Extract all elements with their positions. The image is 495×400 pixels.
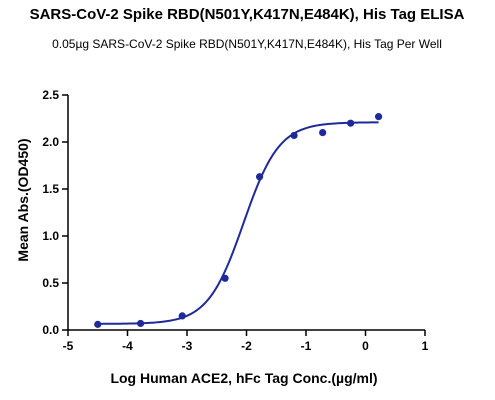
data-point [255,173,264,181]
data-point [221,274,229,282]
x-axis-ticks: -5 -4 -3 -2 -1 0 1 [63,330,429,353]
y-tick-label: 0.5 [42,276,59,290]
data-point [347,119,355,127]
data-point [178,312,186,320]
x-tick-label: -2 [241,339,252,353]
chart-title: SARS-CoV-2 Spike RBD(N501Y,K417N,E484K),… [30,6,465,23]
x-axis-label: Log Human ACE2, hFc Tag Conc.(µg/ml) [110,370,377,386]
y-tick-label: 2.0 [42,135,59,149]
data-point [290,131,298,140]
x-tick-label: 0 [362,339,369,353]
y-tick-label: 2.5 [42,88,59,102]
data-point [374,113,383,121]
chart-subtitle: 0.05µg SARS-CoV-2 Spike RBD(N501Y,K417N,… [52,37,442,51]
x-tick-label: -4 [122,339,133,353]
y-tick-label: 0.0 [42,323,59,337]
y-axis-ticks: 0.0 0.5 1.0 1.5 2.0 2.5 [42,88,68,337]
x-tick-label: 1 [422,339,429,353]
data-point [94,320,102,328]
data-point [319,129,327,137]
fit-curve [97,121,379,325]
y-tick-label: 1.5 [42,182,59,196]
x-tick-label: -1 [301,339,312,353]
plot-area [94,113,383,328]
data-point [136,319,145,328]
x-tick-label: -3 [182,339,193,353]
y-tick-label: 1.0 [42,229,59,243]
y-axis-label: Mean Abs.(OD450) [15,138,31,261]
x-tick-label: -5 [63,339,74,353]
